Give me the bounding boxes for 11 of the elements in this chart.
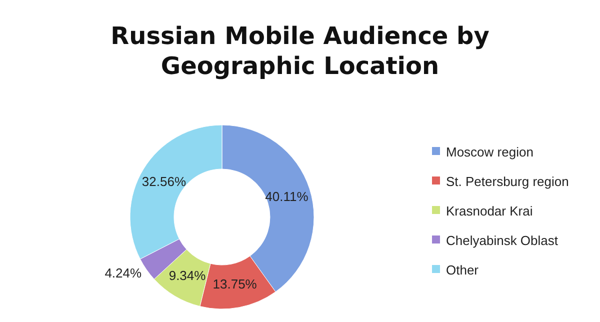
legend-label: Moscow region [446, 144, 534, 160]
data-label: 40.11% [265, 188, 309, 204]
chart-title: Russian Mobile Audience by Geographic Location [110, 22, 490, 80]
legend-label: St. Petersburg region [446, 174, 569, 190]
data-label: 13.75% [212, 276, 258, 292]
data-label: 32.56% [142, 174, 186, 190]
data-label: 4.24% [104, 266, 142, 281]
legend-label: Chelyabinsk Oblast [446, 233, 558, 248]
data-label: 9.34% [168, 268, 206, 284]
legend-label: Other [446, 262, 480, 278]
legend-label: Krasnodar Krai [446, 204, 533, 219]
